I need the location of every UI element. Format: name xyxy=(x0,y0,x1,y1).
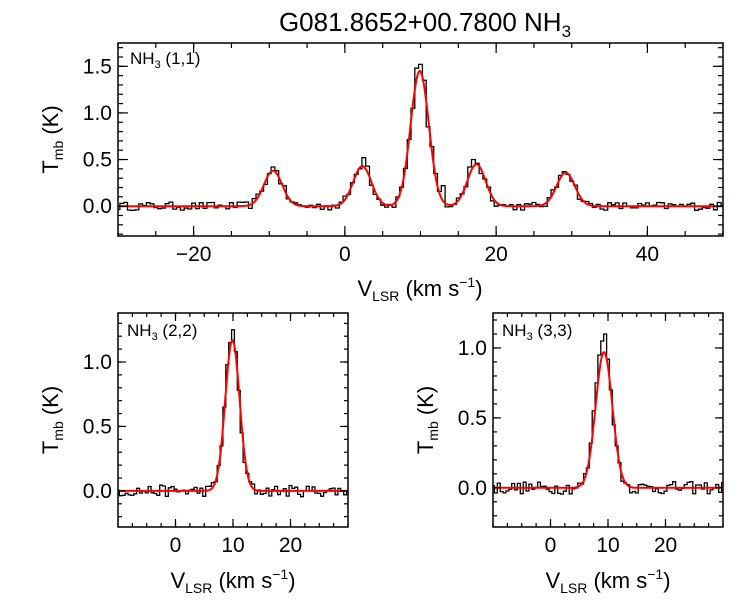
y-axis-title-subscript: mb xyxy=(425,421,441,441)
y-tick-label: 0.5 xyxy=(83,415,112,438)
panel-label: NH3 (3,3) xyxy=(502,321,572,343)
x-axis-title-close: ) xyxy=(288,568,295,593)
x-axis-title-subscript: LSR xyxy=(560,580,587,596)
y-axis-title-main: T xyxy=(413,441,438,454)
x-axis-title-subscript: LSR xyxy=(372,288,399,304)
x-axis-title-units: (km s xyxy=(399,276,459,301)
panel-label-main: NH xyxy=(502,321,527,340)
x-tick-label: 20 xyxy=(484,243,507,266)
figure-title: G081.8652+00.7800 NH3 xyxy=(279,7,571,41)
x-axis-title-subscript: LSR xyxy=(185,580,212,596)
x-tick-label: 0 xyxy=(545,534,557,557)
panel-label-main: NH xyxy=(130,49,155,68)
x-axis-title-main: V xyxy=(170,568,185,593)
x-axis-title-superscript: −1 xyxy=(272,566,288,582)
y-axis-title: Tmb (K) xyxy=(38,386,66,454)
axis-frame xyxy=(492,312,724,528)
x-axis-title-superscript: −1 xyxy=(647,566,663,582)
panel-label-subscript: 3 xyxy=(155,59,161,71)
fit-model-line xyxy=(118,339,348,492)
y-axis-title-main: T xyxy=(38,441,63,454)
panel-top: −20 0 20 40 0.0 0.5 1.0 1.5 NH3 (1,1) VLSR (km s−… xyxy=(38,42,724,304)
x-axis-title-close: ) xyxy=(663,568,670,593)
panel-label-main: NH xyxy=(127,321,152,340)
x-tick-label: 20 xyxy=(654,534,677,557)
y-axis-title-units: (K) xyxy=(413,386,438,421)
axis-frame xyxy=(117,312,349,528)
panel-label-subscript: 3 xyxy=(152,331,158,343)
panel-bottom-left: 0 10 20 0.0 0.5 1.0 NH3 (2,2) VLSR (km s−1) Tmb … xyxy=(38,312,349,596)
y-axis-title: Tmb (K) xyxy=(413,386,441,454)
panels-group: −20 0 20 400.00.51.01.5 NH3 (1,1)VLSR (km s−… xyxy=(38,42,724,596)
observed-spectrum-line xyxy=(118,329,348,498)
y-tick-label: 1.0 xyxy=(83,351,112,374)
y-tick-label: 0.0 xyxy=(83,480,112,503)
y-tick-label: 1.0 xyxy=(458,337,487,360)
observed-spectrum-line xyxy=(493,333,723,495)
panel-label: NH3 (1,1) xyxy=(130,49,200,71)
x-tick-label: 10 xyxy=(596,534,619,557)
y-axis-title-units: (K) xyxy=(38,105,63,140)
x-axis-title: VLSR (km s−1) xyxy=(170,566,295,596)
panel-bottom-right: 0 10 20 0.0 0.5 1.0 NH3 (3,3) VLSR (km s−1) Tmb … xyxy=(413,312,724,596)
y-tick-label: 0.5 xyxy=(83,149,112,172)
panel-label: NH3 (2,2) xyxy=(127,321,197,343)
x-axis-title-units: (km s xyxy=(212,568,272,593)
x-tick-label: 0 xyxy=(339,243,351,266)
panel-label-rest: (3,3) xyxy=(533,321,573,340)
x-axis-title-main: V xyxy=(545,568,560,593)
y-tick-label: 0.0 xyxy=(83,195,112,218)
x-tick-label: 40 xyxy=(636,243,659,266)
x-axis-title-main: V xyxy=(357,276,372,301)
observed-spectrum-line xyxy=(118,63,723,211)
panel-label-rest: (2,2) xyxy=(158,321,198,340)
figure-title-main: G081.8652+00.7800 NH xyxy=(279,7,562,37)
y-axis-title-subscript: mb xyxy=(50,141,66,161)
y-tick-label: 0.0 xyxy=(458,477,487,500)
x-tick-label: 20 xyxy=(279,534,302,557)
x-axis-title-superscript: −1 xyxy=(459,274,475,290)
fit-model-line xyxy=(118,69,723,208)
x-axis-title: VLSR (km s−1) xyxy=(357,274,482,304)
y-axis-title-subscript: mb xyxy=(50,421,66,441)
x-tick-label: 10 xyxy=(221,534,244,557)
figure-title-subscript: 3 xyxy=(562,22,571,41)
x-tick-label: −20 xyxy=(176,243,212,266)
y-axis-title-main: T xyxy=(38,160,63,173)
y-tick-label: 1.5 xyxy=(83,55,112,78)
x-tick-label: 0 xyxy=(170,534,182,557)
y-tick-label: 1.0 xyxy=(83,102,112,125)
panel-label-rest: (1,1) xyxy=(161,49,201,68)
x-axis-title-close: ) xyxy=(475,276,482,301)
y-tick-label: 0.5 xyxy=(458,407,487,430)
x-axis-title-units: (km s xyxy=(587,568,647,593)
fit-model-line xyxy=(493,351,723,489)
x-axis-title: VLSR (km s−1) xyxy=(545,566,670,596)
panel-label-subscript: 3 xyxy=(527,331,533,343)
y-axis-title-units: (K) xyxy=(38,386,63,421)
y-axis-title: Tmb (K) xyxy=(38,105,66,173)
